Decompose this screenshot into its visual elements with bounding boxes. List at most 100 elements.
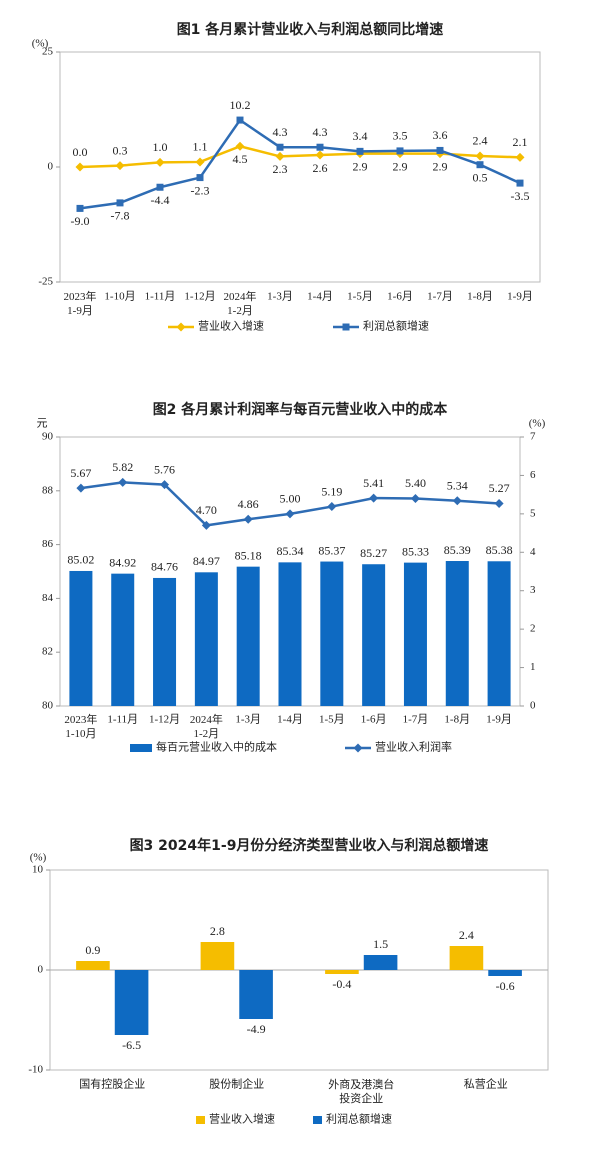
y-tick-label: 0 (48, 161, 54, 173)
line-marker (285, 509, 295, 519)
line-marker (515, 152, 525, 162)
y2-tick-label: 5 (530, 507, 536, 519)
value-label: 0.5 (473, 170, 488, 184)
bar (153, 577, 177, 706)
y2-tick-label: 2 (530, 623, 536, 635)
text-line: 投资企业 (339, 1090, 383, 1104)
x-tick-label: 1-6月 (387, 291, 413, 303)
x-tick-label: 2024年 1-2月 (224, 289, 257, 317)
legend-swatch (130, 744, 152, 752)
bar (239, 970, 273, 1019)
bar (69, 570, 93, 706)
y-tick-label: 86 (42, 538, 54, 550)
legend-marker (176, 322, 186, 332)
y-tick-label: -10 (28, 1064, 43, 1076)
x-tick-label: 1-5月 (319, 714, 345, 726)
y2-tick-label: 6 (530, 469, 536, 481)
value-label: -0.6 (496, 979, 515, 993)
bar (403, 562, 427, 706)
value-label: 4.70 (196, 503, 217, 517)
bar (449, 946, 484, 970)
value-label: 5.34 (447, 479, 468, 493)
value-label: -7.8 (111, 209, 130, 223)
x-tick-label: 1-4月 (277, 714, 303, 726)
line-marker (75, 162, 85, 172)
value-label: 4.3 (313, 125, 328, 139)
x-tick-label: 1-8月 (444, 714, 470, 726)
value-label: 3.6 (433, 128, 448, 142)
value-label: 2.9 (353, 159, 368, 173)
text-line: 2024年 (190, 712, 223, 726)
bar (320, 561, 344, 706)
text-line: 1-2月 (227, 304, 253, 316)
line-marker (369, 493, 379, 503)
bar (487, 561, 511, 706)
text-line: 2024年 (224, 289, 257, 303)
value-label: 2.6 (313, 161, 328, 175)
x-tick-label: 1-7月 (403, 714, 429, 726)
bar (76, 961, 110, 970)
value-label: 2.8 (210, 924, 225, 938)
value-label: 5.67 (70, 466, 91, 480)
line-marker (356, 147, 364, 155)
value-label: 85.39 (444, 543, 471, 557)
y-tick-label: 90 (42, 431, 54, 443)
text-line: 2023年 (64, 289, 97, 303)
y2-tick-label: 3 (530, 584, 536, 596)
value-label: 2.1 (513, 135, 528, 149)
value-label: 1.0 (153, 140, 168, 154)
value-label: -3.5 (511, 189, 530, 203)
bar (488, 970, 522, 976)
line-marker (494, 498, 504, 508)
value-label: 85.34 (277, 544, 304, 558)
value-label: 1.1 (193, 140, 208, 154)
y-tick-label: -25 (38, 276, 53, 288)
value-label: -9.0 (71, 214, 90, 228)
x-tick-label: 1-9月 (486, 714, 512, 726)
x-tick-label: 1-12月 (149, 714, 180, 726)
value-label: 84.76 (151, 560, 178, 574)
line-marker (195, 157, 205, 167)
value-label: 85.37 (318, 543, 345, 557)
value-label: 10.2 (230, 98, 251, 112)
x-tick-label: 1-3月 (267, 291, 293, 303)
x-tick-label: 2023年 1-9月 (64, 289, 97, 317)
bar (445, 561, 469, 706)
x-tick-label: 股份制企业 (209, 1077, 264, 1091)
plot-frame (59, 51, 541, 283)
y2-axis-unit: (%) (529, 418, 546, 430)
line-marker (196, 174, 204, 182)
value-label: -4.4 (151, 193, 170, 207)
x-tick-label: 1-11月 (107, 714, 138, 726)
line-marker (476, 161, 484, 169)
chart-title: 图2 各月累计利润率与每百元营业收入中的成本 (153, 401, 449, 418)
x-tick-label: 2023年 1-10月 (64, 712, 97, 740)
line-marker (115, 161, 125, 171)
x-tick-label: 外商及港澳台投资企业 (328, 1077, 394, 1105)
x-tick-label: 1-10月 (104, 291, 135, 303)
value-label: 2.4 (473, 134, 488, 148)
value-label: 85.27 (360, 546, 387, 560)
legend-marker (353, 743, 363, 753)
text-line: 1-9月 (67, 304, 93, 316)
line-marker (436, 146, 444, 154)
value-label: 5.40 (405, 476, 426, 490)
bar (363, 955, 398, 970)
legend-label: 营业收入增速 (209, 1112, 275, 1126)
value-label: 5.41 (363, 476, 384, 490)
y2-tick-label: 0 (530, 700, 536, 712)
y-tick-label: 0 (38, 964, 44, 976)
x-tick-label: 1-5月 (347, 291, 373, 303)
legend-swatch (196, 1116, 205, 1124)
value-label: 3.4 (353, 129, 368, 143)
line-marker (327, 502, 337, 512)
line-marker (410, 493, 420, 503)
text-line: 1-2月 (194, 727, 220, 739)
x-tick-label: 1-3月 (235, 714, 261, 726)
y-tick-label: 88 (42, 484, 54, 496)
bar (194, 572, 218, 706)
bar (111, 573, 135, 706)
x-tick-label: 1-6月 (361, 714, 387, 726)
y-axis-unit: (%) (32, 38, 49, 50)
